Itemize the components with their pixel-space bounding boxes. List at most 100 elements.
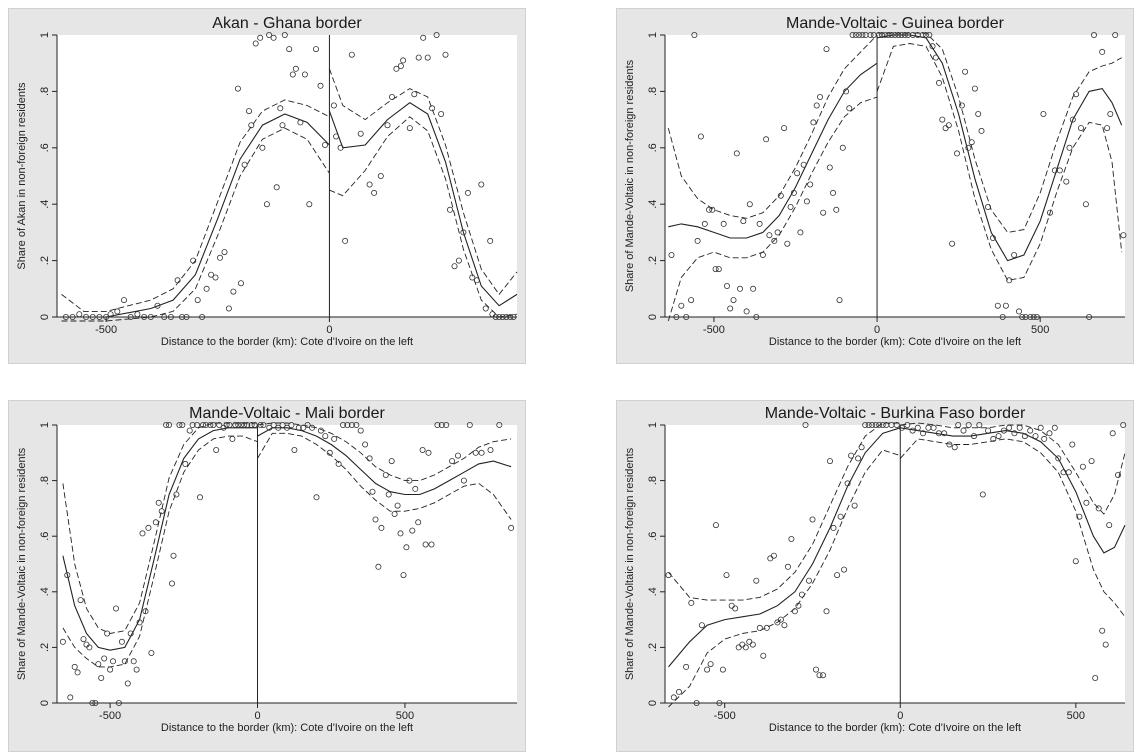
data-point — [348, 421, 355, 428]
data-point — [849, 31, 856, 38]
data-point — [706, 206, 713, 213]
data-point — [260, 421, 267, 428]
data-point — [833, 206, 840, 213]
data-point — [949, 240, 956, 247]
data-point — [133, 666, 140, 673]
data-point — [876, 421, 883, 428]
y-axis-label: Share of Mande-Voltaic in non-foreign re… — [624, 447, 636, 680]
data-point — [312, 46, 319, 53]
data-point — [460, 229, 467, 236]
data-point — [1021, 433, 1028, 440]
data-point — [909, 427, 916, 434]
data-point — [152, 519, 159, 526]
plot-area — [665, 35, 1125, 317]
data-point — [478, 449, 485, 456]
data-point — [496, 421, 503, 428]
ci-upper-left — [61, 99, 330, 312]
data-point — [802, 421, 809, 428]
data-point — [727, 305, 734, 312]
data-point — [712, 522, 719, 529]
data-point — [170, 552, 177, 559]
data-point — [422, 541, 429, 548]
data-point — [225, 305, 232, 312]
data-point — [382, 472, 389, 479]
data-point — [202, 421, 209, 428]
data-point — [317, 427, 324, 434]
data-point — [1006, 424, 1013, 431]
data-point — [904, 421, 911, 428]
data-point — [1011, 430, 1018, 437]
data-point — [914, 424, 921, 431]
data-point — [248, 421, 255, 428]
data-point — [438, 421, 445, 428]
data-point — [784, 240, 791, 247]
data-point — [424, 54, 431, 61]
data-point — [455, 257, 462, 264]
data-point — [429, 105, 436, 112]
data-point — [273, 184, 280, 191]
data-point — [83, 313, 90, 320]
data-point — [707, 661, 714, 668]
data-point — [397, 530, 404, 537]
data-point — [1051, 424, 1058, 431]
data-point — [760, 652, 767, 659]
fit-line-right — [328, 102, 518, 307]
x-tick-label: -500 — [714, 710, 736, 722]
data-point — [990, 435, 997, 442]
data-point — [173, 491, 180, 498]
data-point — [142, 608, 149, 615]
data-point — [771, 237, 778, 244]
data-point — [348, 51, 355, 58]
y-axis-label: Share of Mande-Voltaic in non-foreign re… — [624, 59, 636, 292]
data-point — [178, 313, 185, 320]
data-point — [790, 189, 797, 196]
data-point — [895, 31, 902, 38]
data-point — [403, 544, 410, 551]
data-point — [107, 311, 114, 318]
data-point — [487, 237, 494, 244]
data-point — [1106, 522, 1113, 529]
data-point — [208, 271, 215, 278]
data-point — [388, 94, 395, 101]
y-tick-label: 1 — [647, 422, 659, 428]
data-point — [946, 441, 953, 448]
data-point — [145, 524, 152, 531]
ci-upper-left — [667, 34, 878, 219]
x-tick-label: 0 — [897, 710, 903, 722]
data-point — [844, 480, 851, 487]
fit-line-left — [61, 113, 330, 318]
data-point — [121, 297, 128, 304]
data-point — [313, 494, 320, 501]
data-point — [121, 658, 128, 665]
data-point — [823, 46, 830, 53]
y-tick-label: .2 — [647, 643, 659, 652]
y-tick-label: 1 — [39, 32, 51, 38]
data-point — [683, 663, 690, 670]
data-point — [1011, 251, 1018, 258]
data-point — [875, 31, 882, 38]
data-point — [1090, 31, 1097, 38]
y-tick-label: .4 — [39, 587, 51, 596]
data-point — [978, 127, 985, 134]
data-point — [1099, 48, 1106, 55]
data-point — [678, 302, 685, 309]
data-point — [496, 313, 503, 320]
data-point — [96, 313, 103, 320]
data-point — [958, 102, 965, 109]
data-point — [1083, 499, 1090, 506]
data-point — [971, 85, 978, 92]
chart-title: Mande-Voltaic - Mali border — [189, 405, 385, 422]
data-point — [309, 424, 316, 431]
data-point — [819, 672, 826, 679]
y-tick-label: 1 — [39, 422, 51, 428]
data-point — [279, 122, 286, 129]
x-axis-label: Distance to the border (km): Cote d'Ivoi… — [161, 722, 413, 734]
data-point — [1079, 463, 1086, 470]
data-point — [443, 421, 450, 428]
data-point — [101, 655, 108, 662]
data-point — [701, 220, 708, 227]
data-point — [95, 661, 102, 668]
data-point — [394, 502, 401, 509]
data-point — [1032, 433, 1039, 440]
data-point — [238, 421, 245, 428]
